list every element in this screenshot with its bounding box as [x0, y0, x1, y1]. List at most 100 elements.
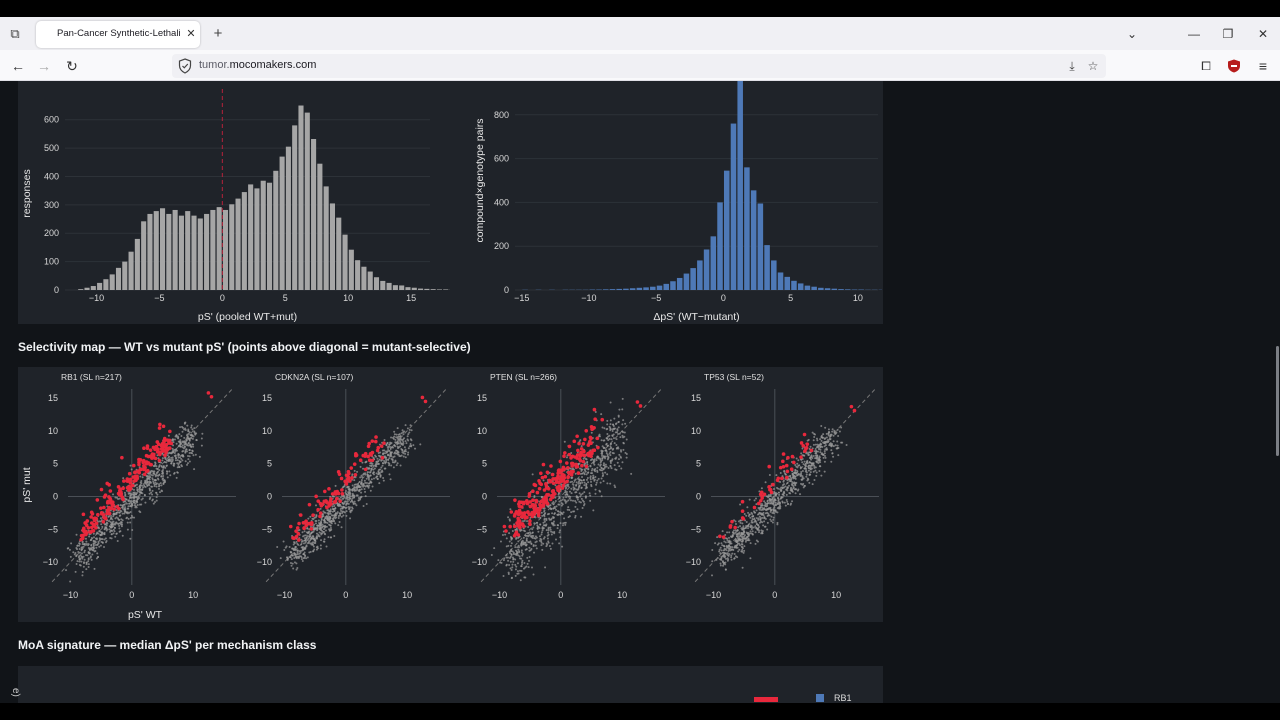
scatter-point-other — [736, 546, 739, 549]
scatter-point-other — [522, 520, 525, 523]
scatter-point-other — [816, 443, 819, 446]
scatter-point-other — [840, 441, 843, 444]
scatter-point-selective — [155, 440, 160, 444]
browser-tab-active[interactable]: Pan-Cancer Synthetic-Lethality ✕ — [36, 21, 200, 48]
scatter-point-other — [581, 492, 584, 495]
scatter-point-other — [78, 544, 81, 547]
scatter-point-other — [150, 491, 153, 494]
scatter-point-other — [392, 466, 395, 469]
scatter-point-other — [618, 432, 621, 435]
scatter-point-other — [722, 549, 725, 552]
scatter-point-other — [719, 564, 722, 567]
scatter-point-other — [181, 444, 184, 447]
y-tick-label: 10 — [477, 426, 487, 436]
forward-arrow-icon[interactable]: → — [37, 58, 51, 74]
scatter-point-other — [603, 439, 606, 442]
scatter-point-other — [728, 536, 731, 539]
scatter-point-other — [577, 496, 580, 499]
reload-icon[interactable]: ↻ — [66, 58, 78, 74]
scatter-point-other — [743, 545, 746, 548]
tab-list-chevron-icon[interactable]: ⌄ — [1126, 27, 1138, 41]
scatter-point-other — [321, 532, 324, 535]
scatter-point-other — [407, 433, 410, 436]
histogram-bar — [443, 289, 449, 290]
scatter-point-other — [79, 554, 82, 557]
scatter-point-selective — [752, 505, 757, 510]
scatter-point-other — [499, 540, 502, 543]
scatter-point-other — [801, 447, 804, 450]
back-arrow-icon[interactable]: ← — [11, 58, 25, 74]
scatter-point-other — [314, 539, 317, 542]
scatter-point-other — [755, 509, 758, 512]
histogram-bar — [185, 211, 191, 290]
scatter-point-other — [83, 551, 86, 554]
scatter-point-other — [358, 490, 361, 493]
scatter-point-other — [370, 467, 373, 470]
scatter-point-other — [561, 524, 564, 527]
bookmark-star-icon[interactable]: ☆ — [1087, 59, 1099, 73]
scatter-point-other — [818, 444, 821, 447]
scatter-point-other — [761, 504, 764, 507]
scatter-point-other — [348, 498, 351, 501]
scatter-point-other — [611, 434, 614, 437]
scatter-point-other — [606, 432, 609, 435]
scatter-point-other — [505, 553, 508, 556]
scatter-point-other — [532, 573, 535, 576]
scatter-point-selective — [361, 453, 366, 458]
new-tab-button[interactable]: + — [213, 25, 223, 42]
scatter-point-other — [585, 485, 588, 488]
scatter-point-other — [576, 498, 579, 501]
scatter-point-other — [393, 433, 396, 436]
scatter-point-other — [823, 470, 826, 473]
minimize-button[interactable]: — — [1188, 27, 1200, 41]
scatter-point-other — [355, 504, 358, 507]
tab-close-icon[interactable]: ✕ — [186, 28, 196, 40]
save-page-icon[interactable]: ⤓ — [1069, 59, 1075, 73]
scatter-point-selective — [799, 455, 803, 459]
scatter-point-other — [366, 485, 369, 488]
scatter-point-other — [377, 459, 380, 462]
x-tick-label: 10 — [402, 590, 412, 600]
scatter-point-other — [314, 504, 317, 507]
scatter-point-other — [75, 562, 78, 565]
scatter-point-selective — [557, 468, 561, 472]
scatter-point-selective — [340, 491, 345, 496]
scatter-point-other — [592, 476, 595, 479]
scatter-point-other — [781, 486, 784, 489]
scatter-point-other — [297, 557, 300, 560]
scatter-point-other — [370, 478, 373, 481]
facet-title: CDKN2A (SL n=107) — [275, 372, 354, 382]
scatter-point-other — [827, 438, 830, 441]
scatter-point-other — [751, 526, 754, 529]
scatter-point-other — [178, 459, 181, 462]
restore-button[interactable]: ❐ — [1222, 27, 1234, 41]
shield-extension-icon[interactable] — [1227, 59, 1241, 73]
menu-hamburger-icon[interactable]: ≡ — [1258, 58, 1268, 74]
scatter-point-other — [378, 482, 381, 485]
scatter-point-other — [186, 424, 189, 427]
scatter-point-other — [340, 526, 343, 529]
address-bar[interactable]: tumor.mocomakers.com ⤓ ☆ — [172, 54, 1106, 78]
extensions-icon[interactable]: ⧠ — [1201, 59, 1211, 73]
scatter-point-selective — [163, 453, 167, 458]
scatter-point-other — [533, 494, 536, 497]
close-window-button[interactable]: ✕ — [1257, 27, 1269, 41]
tab-history-icon[interactable]: ⧉ — [10, 26, 20, 41]
scatter-point-other — [90, 558, 93, 561]
scatter-point-other — [124, 497, 127, 500]
moa-legend-label[interactable]: RB1 — [834, 693, 852, 703]
scatter-point-other — [726, 537, 729, 540]
scatter-point-other — [563, 517, 566, 520]
scatter-point-other — [118, 497, 121, 500]
scrollbar-thumb[interactable] — [1276, 346, 1279, 456]
site-security-icon[interactable] — [178, 58, 192, 74]
scatter-point-other — [754, 497, 757, 500]
scatter-point-other — [832, 440, 835, 443]
x-tick-label: 0 — [343, 590, 348, 600]
scatter-point-other — [113, 512, 116, 515]
scatter-point-other — [192, 454, 195, 457]
scatter-point-selective — [576, 448, 580, 453]
scatter-point-other — [193, 427, 196, 430]
scatter-point-other — [531, 536, 534, 539]
